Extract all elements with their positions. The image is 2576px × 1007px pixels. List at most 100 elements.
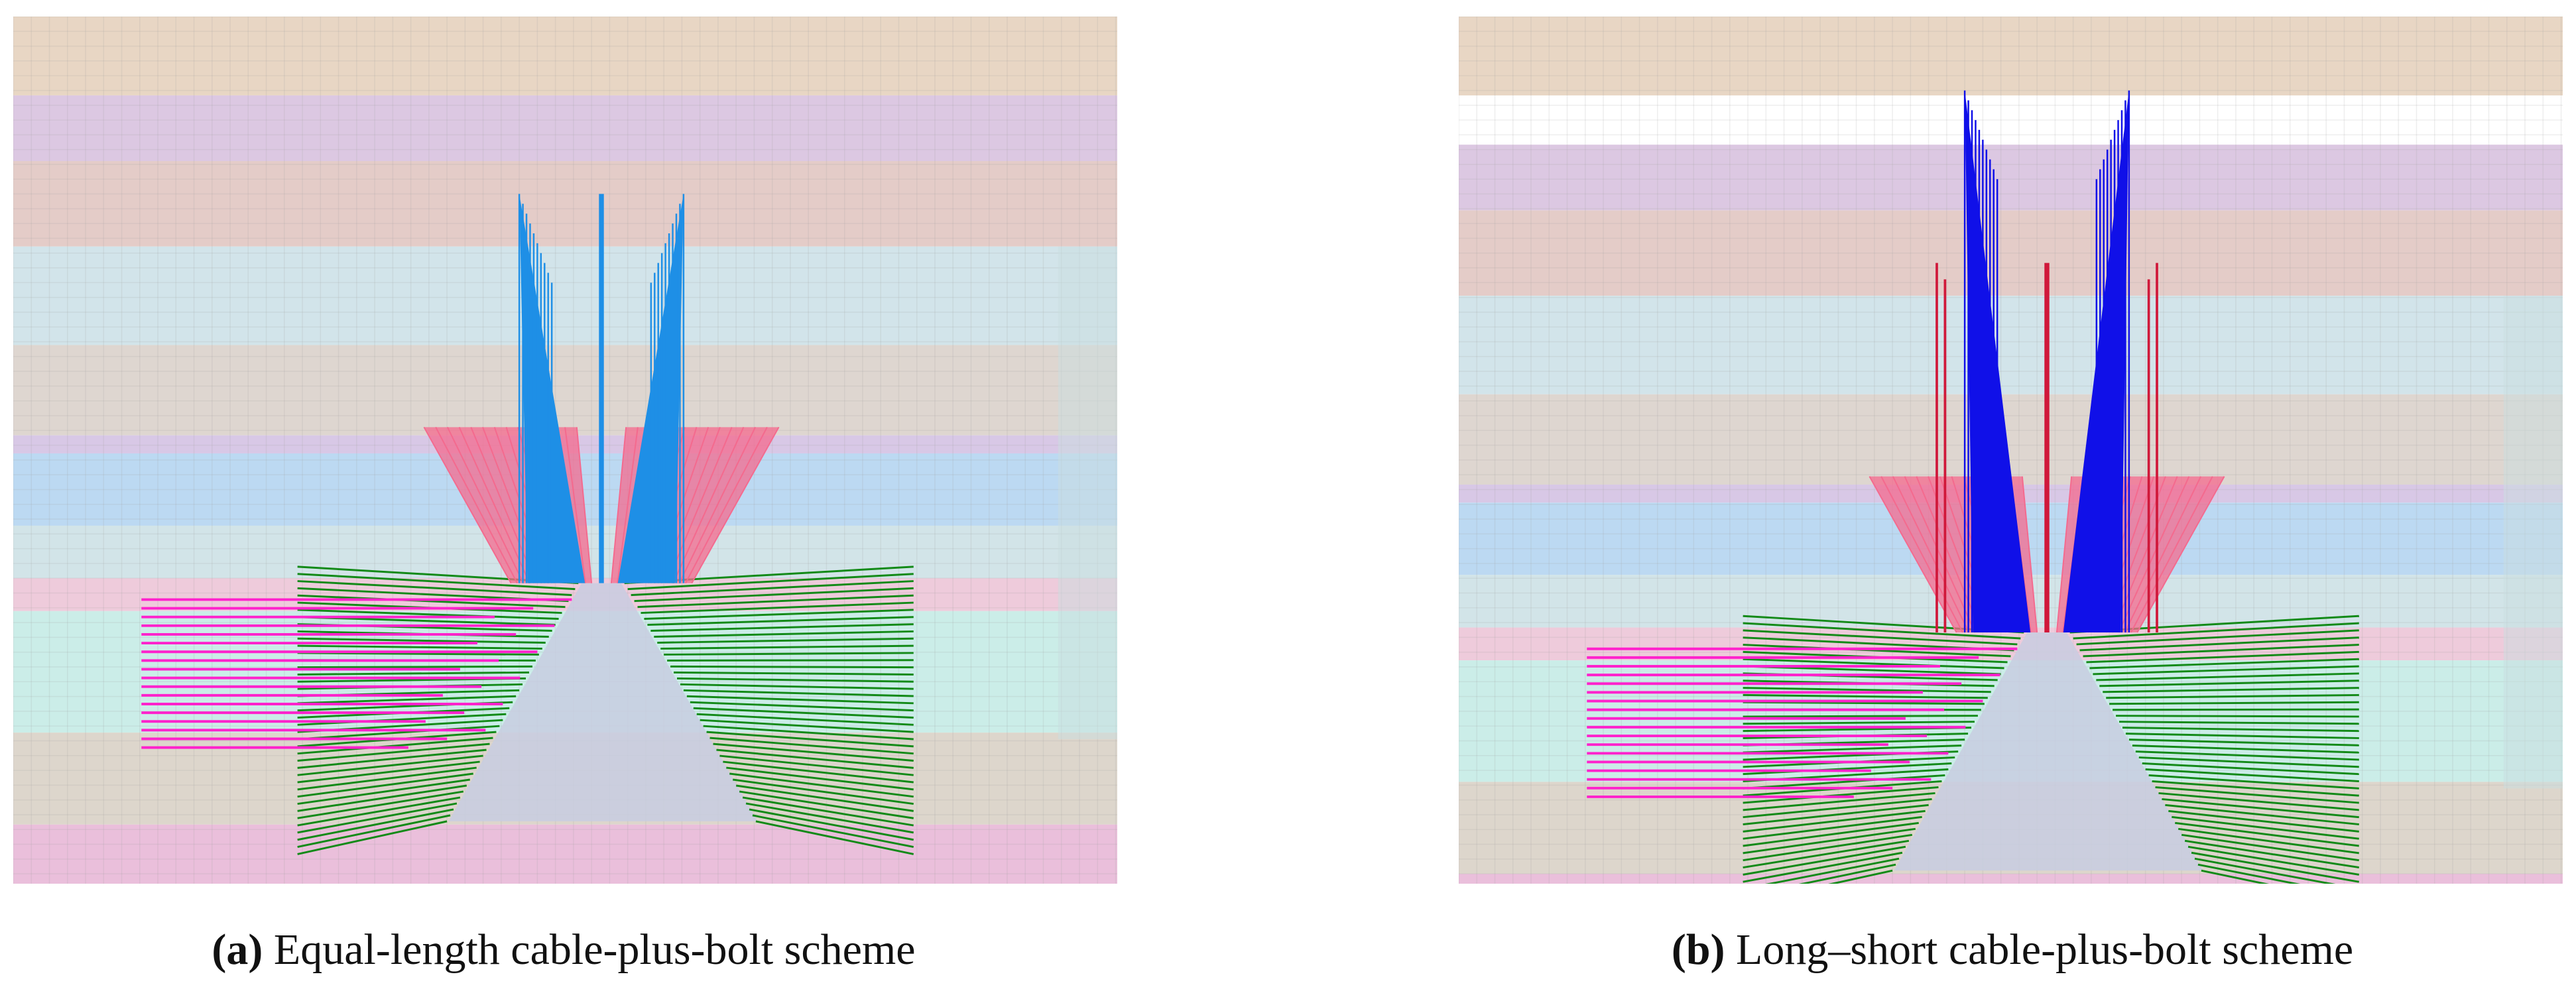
bolt-line	[2135, 750, 2359, 761]
bolt-line	[297, 808, 454, 841]
bolt-line	[634, 587, 914, 603]
stratum-band	[13, 95, 1117, 161]
model-render-b	[1459, 17, 2563, 884]
cable-line	[2124, 476, 2202, 633]
stratum-band	[1459, 296, 2563, 394]
cable-line	[1916, 476, 1983, 633]
cable-line	[1869, 476, 1957, 633]
bolt-line	[1743, 851, 1903, 883]
bolt-line	[647, 616, 914, 626]
bolt-line	[749, 808, 914, 841]
bolt-line	[735, 784, 914, 812]
bolt-line	[297, 784, 467, 812]
bolt-line	[713, 742, 914, 762]
caption-a: (a) Equal-length cable-plus-bolt scheme	[0, 925, 1160, 975]
bolt-line	[2089, 658, 2359, 670]
bolt-line	[2073, 622, 2359, 640]
bolt-line	[297, 665, 532, 669]
bolt-line	[2162, 798, 2359, 819]
bolt-line	[2175, 821, 2359, 847]
bolt-line	[1743, 803, 1929, 825]
bolt-line	[297, 713, 507, 726]
bolt-line	[2197, 863, 2301, 884]
bolt-line	[297, 725, 500, 740]
cable-line	[2130, 476, 2213, 633]
bolt-line	[670, 665, 914, 669]
bolt-line	[1827, 869, 1893, 884]
bolt-line	[2201, 869, 2270, 884]
cable-line	[470, 426, 537, 584]
bolt-line	[2079, 636, 2359, 652]
caption-b: (b) Long–short cable-plus-bolt scheme	[1416, 925, 2576, 975]
bolt-line	[726, 766, 914, 791]
stratum-band	[1459, 17, 2563, 95]
cable-line	[1904, 476, 1976, 633]
bolt-line	[297, 695, 517, 705]
bolt-line	[1743, 693, 1988, 699]
bolt-line	[297, 671, 530, 676]
bolt-line	[297, 609, 559, 621]
bolt-line	[2093, 665, 2359, 676]
bolt-line	[297, 737, 493, 755]
bolt-line	[650, 623, 914, 632]
bolt-line	[1743, 715, 1978, 718]
bolt-line	[674, 671, 914, 676]
bolt-line	[745, 802, 914, 834]
bolt-line	[297, 580, 572, 597]
model-edge	[2503, 296, 2563, 789]
bolt-line	[703, 725, 914, 740]
bolt-line	[1743, 809, 1926, 833]
bolt-line	[690, 701, 914, 712]
bolt-line	[297, 766, 477, 791]
cable-line	[564, 427, 586, 583]
cable-line	[2136, 476, 2225, 633]
cable-line	[2118, 476, 2190, 633]
bolt-line	[676, 677, 914, 683]
cable-line	[446, 426, 524, 584]
bolt-line	[1743, 815, 1922, 840]
stratum-band	[13, 246, 1117, 345]
bolt-line	[2181, 833, 2359, 862]
bolt-line	[297, 573, 576, 591]
roadway-floor	[1894, 632, 2203, 871]
bolt-line	[2152, 780, 2359, 797]
bolt-line	[1743, 786, 1939, 804]
bolt-line	[2132, 744, 2359, 754]
bolt-line	[297, 820, 448, 855]
stratum-band	[1459, 394, 2563, 485]
bolt-line	[631, 580, 914, 597]
bolt-line	[742, 796, 914, 827]
cable-line	[678, 426, 757, 584]
bolt-line	[2128, 739, 2359, 746]
bolt-line	[2083, 644, 2359, 658]
bolt-line	[297, 778, 471, 805]
bolt-line	[297, 616, 556, 626]
bolt-line	[2145, 768, 2359, 782]
bolt-line	[2086, 650, 2359, 664]
bolt-line	[644, 609, 914, 621]
cable-line	[1892, 476, 1970, 633]
bolt-line	[716, 748, 914, 769]
bolt-line	[2099, 680, 2359, 687]
bolt-line	[733, 778, 914, 805]
bolt-line	[297, 796, 461, 827]
model-render-a	[13, 17, 1117, 884]
bolt-line	[641, 601, 914, 615]
bolt-line	[2109, 701, 2359, 705]
cable-line	[2055, 476, 2073, 633]
cable-fan	[2063, 90, 2129, 632]
bolt-line	[2165, 803, 2359, 825]
bolt-line	[297, 760, 480, 784]
bolt-line	[627, 573, 914, 591]
bolt-line	[686, 695, 914, 705]
bolt-line	[696, 713, 914, 726]
bolt-line	[2191, 851, 2360, 883]
bolt-line	[719, 754, 914, 776]
bolt-line	[2106, 693, 2359, 699]
bolt-line	[1743, 821, 1919, 847]
cable-line	[691, 426, 780, 584]
stratum-band	[13, 161, 1117, 247]
bolt-line	[700, 719, 914, 733]
cable-line	[666, 426, 733, 584]
bolt-line	[657, 637, 914, 644]
